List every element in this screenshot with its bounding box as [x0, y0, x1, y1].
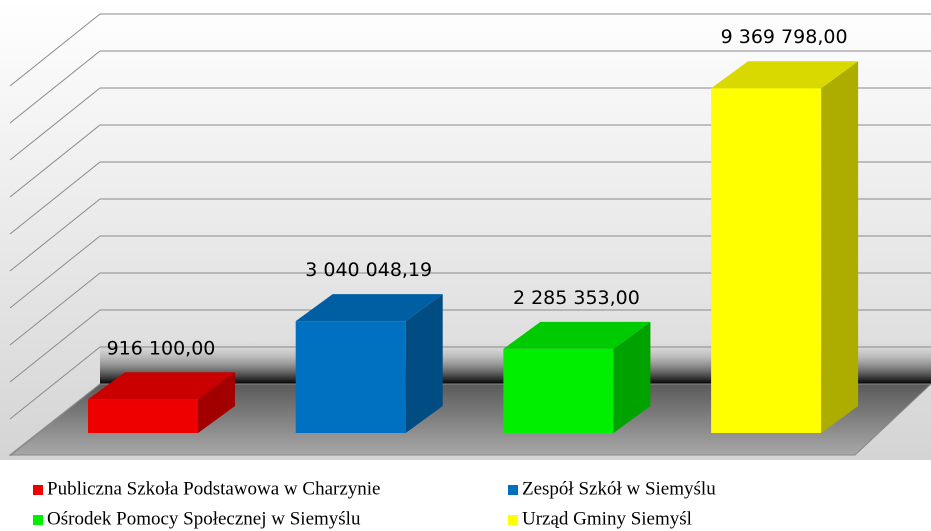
value-label: 3 040 048,19 [305, 259, 432, 281]
legend-label: Ośrodek Pomocy Społecznej w Siemyślu [47, 508, 361, 529]
legend-swatch [508, 485, 518, 495]
grid-line-side [9, 309, 101, 383]
bar [503, 348, 614, 433]
grid-line-side [9, 272, 101, 346]
grid-line-side [9, 198, 101, 272]
grid-line-side [9, 124, 101, 198]
bar-side [821, 61, 859, 433]
grid-line-side [9, 235, 101, 309]
bar-side [613, 321, 651, 433]
bar-top [295, 294, 443, 322]
bars: 916 100,00 3 040 048,19 2 285 353,00 9 369 … [88, 26, 859, 433]
legend-label: Urząd Gminy Siemyśl [522, 508, 692, 529]
bar [711, 88, 822, 433]
bar-top [88, 372, 235, 400]
grid-line-side [9, 383, 101, 457]
bar-side [405, 294, 443, 433]
grid-line-side [9, 50, 101, 124]
grid-line-side [9, 161, 101, 235]
bar [88, 399, 198, 433]
value-label: 916 100,00 [107, 337, 216, 359]
legend: Publiczna Szkoła Podstawowa w Charzynie Z… [33, 478, 716, 529]
legend-swatch [508, 515, 518, 525]
grid-line-side [9, 87, 101, 161]
legend-swatch [33, 485, 43, 495]
legend-swatch [33, 515, 43, 525]
legend-label: Zespół Szkół w Siemyślu [522, 478, 716, 499]
bar-top [711, 61, 859, 89]
legend-label: Publiczna Szkoła Podstawowa w Charzynie [47, 478, 380, 499]
value-label: 9 369 798,00 [721, 26, 848, 48]
bar [295, 321, 406, 433]
bar-side [198, 372, 235, 433]
grid-line-side [9, 346, 101, 420]
bar-top [503, 321, 651, 349]
value-label: 2 285 353,00 [513, 287, 640, 309]
grid-line-side [9, 13, 101, 87]
